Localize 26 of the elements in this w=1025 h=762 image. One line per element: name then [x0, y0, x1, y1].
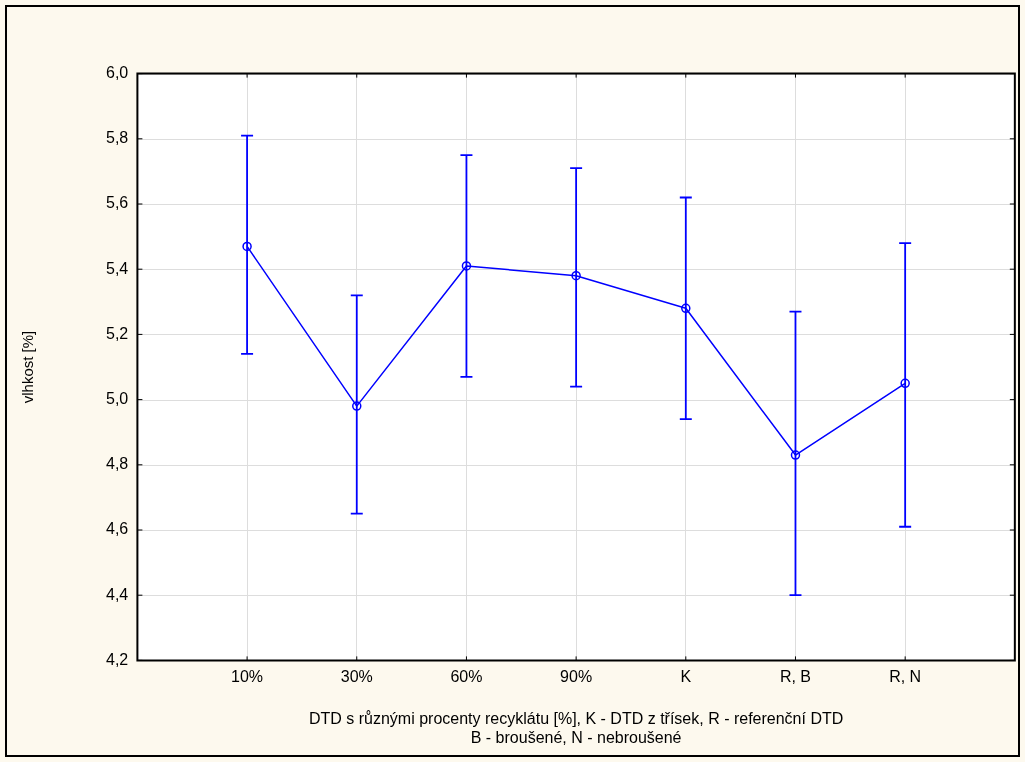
x-axis-title: DTD s různými procenty recyklátu [%], K - DTD z třísek, R - referenční DTD B - broušené, N - nebroušené	[308, 709, 844, 746]
x-tick-label: 60%	[450, 668, 483, 686]
point	[790, 450, 801, 460]
x-tick-label: 30%	[340, 668, 373, 686]
point	[681, 303, 691, 314]
x-tick-label: 90%	[560, 668, 593, 686]
y-axis-title: vlhkost [%]	[19, 330, 37, 404]
point	[900, 378, 910, 389]
point	[242, 241, 252, 252]
point	[461, 261, 472, 271]
y-tick-label: 5,4	[105, 259, 129, 277]
y-tick-label: 4,6	[105, 520, 129, 538]
x-tick-label: R, N	[889, 668, 922, 686]
x-tick-label: 10%	[231, 668, 264, 686]
y-tick-label: 4,2	[105, 650, 129, 668]
point	[571, 270, 581, 281]
y-tick-label: 6,0	[105, 64, 129, 82]
y-tick-label: 5,8	[105, 129, 129, 147]
x-tick-label: R, B	[779, 668, 812, 686]
y-tick-label: 4,4	[105, 585, 129, 603]
y-tick-label: 4,8	[105, 455, 129, 473]
x-tick-label: K	[680, 668, 692, 686]
y-tick-label: 5,2	[105, 324, 129, 342]
y-tick-label: 5,0	[105, 390, 129, 408]
y-tick-label: 5,6	[105, 194, 129, 212]
point	[352, 401, 362, 411]
